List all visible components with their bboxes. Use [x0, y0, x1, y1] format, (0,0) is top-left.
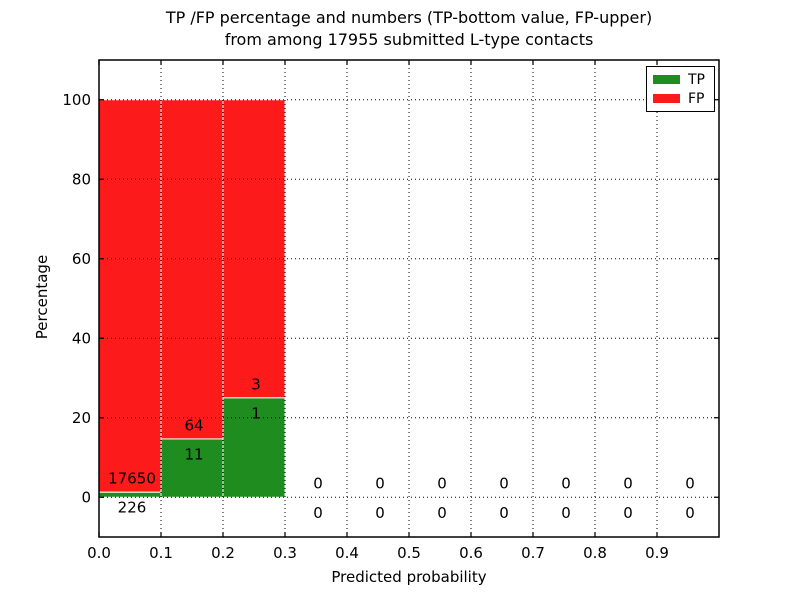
y-axis-label: Percentage — [33, 254, 51, 340]
annotation-tp-count-1: 11 — [184, 445, 203, 463]
x-tick-label-0.9: 0.9 — [645, 544, 669, 562]
legend-entry-tp: TP — [653, 73, 708, 87]
x-tick-label-0.8: 0.8 — [583, 544, 607, 562]
x-tick-label-0.0: 0.0 — [87, 544, 111, 562]
bar-fp-2 — [222, 99, 286, 399]
x-tick-label-0.3: 0.3 — [273, 544, 297, 562]
y-tick-label-40: 40 — [72, 329, 91, 347]
legend-label-tp: TP — [688, 71, 705, 88]
x-tick-label-0.1: 0.1 — [149, 544, 173, 562]
legend-entry-fp: FP — [653, 92, 708, 106]
bar-fp-0 — [98, 99, 162, 493]
bar-tp-0 — [98, 491, 162, 498]
annotation-fp-count-3: 0 — [313, 475, 323, 493]
y-tick-label-20: 20 — [72, 409, 91, 427]
legend: TP FP — [646, 66, 715, 112]
x-tick-label-0.7: 0.7 — [521, 544, 545, 562]
annotation-fp-count-8: 0 — [623, 475, 633, 493]
legend-label-fp: FP — [688, 90, 705, 107]
bar-fp-1 — [160, 99, 224, 440]
fp-swatch-icon — [653, 94, 680, 103]
y-tick-label-100: 100 — [62, 91, 91, 109]
annotation-fp-count-6: 0 — [499, 475, 509, 493]
x-tick-label-0.5: 0.5 — [397, 544, 421, 562]
x-tick-label-0.4: 0.4 — [335, 544, 359, 562]
annotation-tp-count-0: 226 — [118, 499, 147, 517]
annotation-fp-count-7: 0 — [561, 475, 571, 493]
chart-title: TP /FP percentage and numbers (TP-bottom… — [99, 7, 719, 51]
annotation-tp-count-5: 0 — [437, 504, 447, 522]
annotation-fp-count-1: 64 — [184, 416, 203, 434]
chart-title-line2: from among 17955 submitted L-type contac… — [224, 30, 594, 49]
tp-swatch-icon — [653, 75, 680, 84]
annotation-fp-count-9: 0 — [685, 475, 695, 493]
chart-title-line1: TP /FP percentage and numbers (TP-bottom… — [165, 8, 653, 27]
annotation-tp-count-2: 1 — [251, 404, 261, 422]
annotation-tp-count-9: 0 — [685, 504, 695, 522]
annotation-tp-count-4: 0 — [375, 504, 385, 522]
annotation-fp-count-4: 0 — [375, 475, 385, 493]
x-tick-label-0.6: 0.6 — [459, 544, 483, 562]
y-tick-label-0: 0 — [81, 488, 91, 506]
annotation-tp-count-8: 0 — [623, 504, 633, 522]
y-tick-label-80: 80 — [72, 170, 91, 188]
annotation-tp-count-7: 0 — [561, 504, 571, 522]
annotation-tp-count-6: 0 — [499, 504, 509, 522]
y-tick-label-60: 60 — [72, 250, 91, 268]
bar-tp-2 — [222, 397, 286, 498]
annotation-tp-count-3: 0 — [313, 504, 323, 522]
x-tick-label-0.2: 0.2 — [211, 544, 235, 562]
annotation-fp-count-5: 0 — [437, 475, 447, 493]
annotation-fp-count-2: 3 — [251, 375, 261, 393]
annotation-fp-count-0: 17650 — [108, 470, 156, 488]
x-axis-label: Predicted probability — [331, 568, 487, 586]
